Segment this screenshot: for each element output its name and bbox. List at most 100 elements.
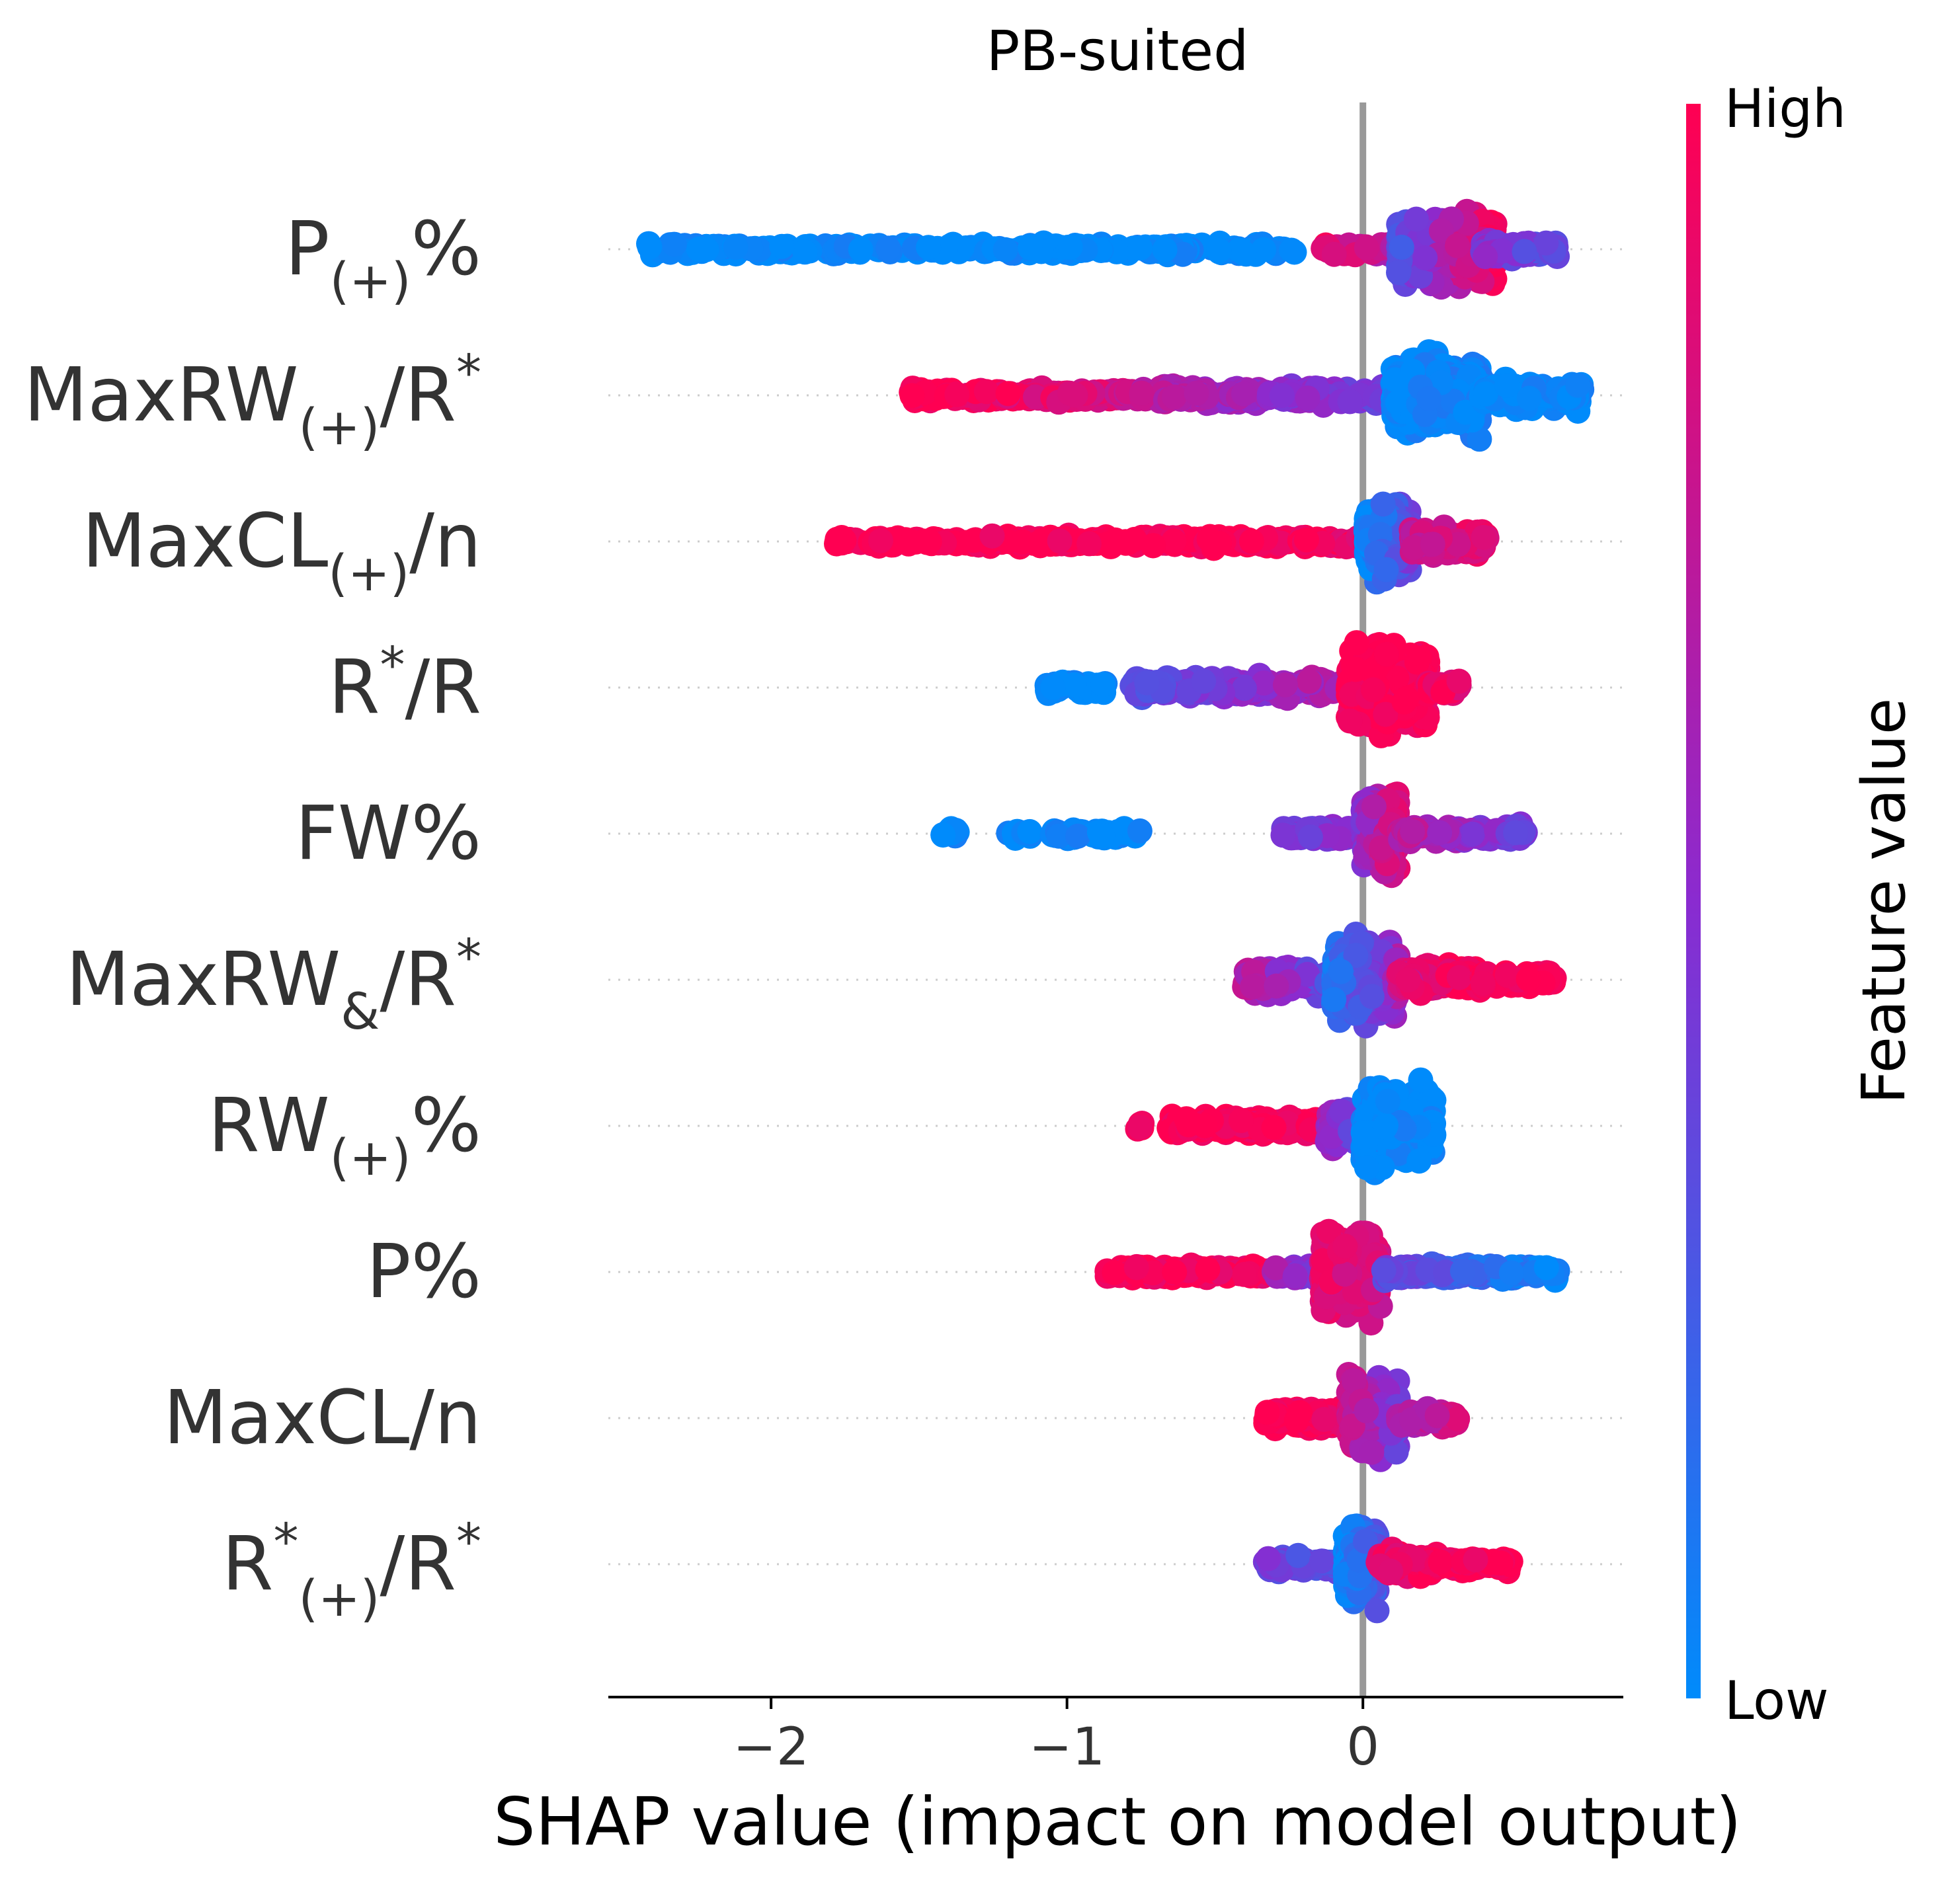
shap-point [1191, 668, 1217, 694]
shap-point [694, 237, 719, 262]
shap-point [1494, 963, 1520, 988]
shap-point [1512, 239, 1537, 264]
shap-point [1516, 385, 1542, 411]
shap-point [1354, 235, 1379, 260]
shap-point [1494, 373, 1519, 398]
shap-point [1360, 677, 1386, 703]
shap-point [1293, 527, 1319, 553]
shap-point [1184, 380, 1209, 406]
shap-point [1386, 260, 1411, 286]
shap-point [1141, 533, 1166, 559]
shap-point [1063, 382, 1088, 408]
shap-point [1533, 230, 1559, 256]
shap-point [1152, 237, 1178, 262]
shap-point [1337, 708, 1363, 734]
shap-point [1231, 241, 1257, 266]
shap-point [1412, 245, 1438, 271]
shap-point [1565, 372, 1591, 398]
shap-point [1090, 672, 1116, 697]
feature-row-points [636, 198, 1570, 300]
shap-point [1373, 641, 1399, 667]
shap-point [979, 523, 1005, 549]
shap-point [1129, 380, 1154, 406]
shap-point [1134, 670, 1160, 695]
shap-point [1228, 1107, 1254, 1133]
shap-point [1359, 984, 1385, 1010]
shap-point [1395, 967, 1421, 993]
feature-row-points [1125, 1067, 1447, 1185]
shap-point [792, 239, 818, 265]
shap-point [973, 379, 999, 405]
feature-row-points [899, 339, 1595, 452]
shap-point [1445, 233, 1470, 258]
shap-point [1428, 218, 1454, 244]
shap-point [1344, 630, 1369, 656]
shap-point [1240, 974, 1266, 1000]
shap-point [1231, 381, 1256, 407]
shap-point [1269, 383, 1295, 409]
shap-point [1459, 821, 1485, 847]
shap-point [1065, 823, 1091, 849]
shap-point [1176, 1112, 1201, 1138]
shap-point [1231, 676, 1257, 701]
shap-point [1361, 794, 1387, 820]
shap-point [1321, 241, 1347, 267]
shap-point [1161, 384, 1187, 410]
shap-point [1270, 822, 1296, 848]
data-points [636, 198, 1595, 1624]
shap-point [1018, 235, 1043, 261]
shap-point [868, 528, 893, 553]
shap-point [1403, 206, 1429, 232]
shap-point [1427, 820, 1453, 846]
shap-point [1196, 526, 1222, 552]
feature-row-points [1232, 922, 1567, 1039]
shap-point [1297, 824, 1323, 850]
shap-point [1206, 237, 1232, 263]
shap-point [1010, 529, 1035, 555]
feature-row-points [1034, 630, 1472, 748]
shap-point [1343, 656, 1369, 682]
shap-point [1127, 235, 1153, 261]
shap-point [723, 235, 749, 260]
feature-row-points [824, 491, 1500, 595]
shap-point [1238, 528, 1264, 554]
shap-point [1370, 491, 1396, 517]
shap-point [824, 531, 849, 557]
shap-point [1279, 237, 1305, 263]
chart-title: PB-suited [987, 19, 1249, 83]
shap-point [1040, 674, 1066, 700]
shap-point [1295, 385, 1320, 411]
shap-point [995, 381, 1021, 407]
shap-point [1321, 986, 1347, 1012]
shap-point [1471, 524, 1496, 550]
shap-point [1503, 820, 1529, 846]
shap-point [899, 383, 925, 409]
shap-point [1473, 244, 1498, 270]
shap-point [1251, 237, 1277, 262]
shap-point [1400, 818, 1426, 844]
shap-point [1127, 1115, 1153, 1140]
shap-point [1017, 818, 1043, 844]
shap-point [1264, 973, 1289, 999]
shap-point [875, 235, 901, 261]
shap-point [1446, 965, 1472, 990]
shap-point [944, 381, 970, 407]
shap-point [1516, 966, 1541, 992]
shap-point [930, 822, 956, 848]
shap-point [637, 234, 663, 260]
shap-point [1416, 385, 1441, 411]
shap-point [769, 233, 795, 259]
shap-point [1047, 528, 1073, 554]
shap-point [1261, 1115, 1287, 1140]
shap-point [1296, 668, 1322, 694]
shap-point [661, 231, 687, 257]
shap-point [1090, 823, 1115, 849]
shap-point [992, 237, 1018, 262]
feature-row-points [930, 781, 1538, 889]
shap-point [916, 529, 942, 555]
shap-point [848, 237, 873, 262]
shap-point [1061, 672, 1087, 697]
shap-point [1391, 689, 1417, 715]
shap-point [1373, 557, 1399, 582]
